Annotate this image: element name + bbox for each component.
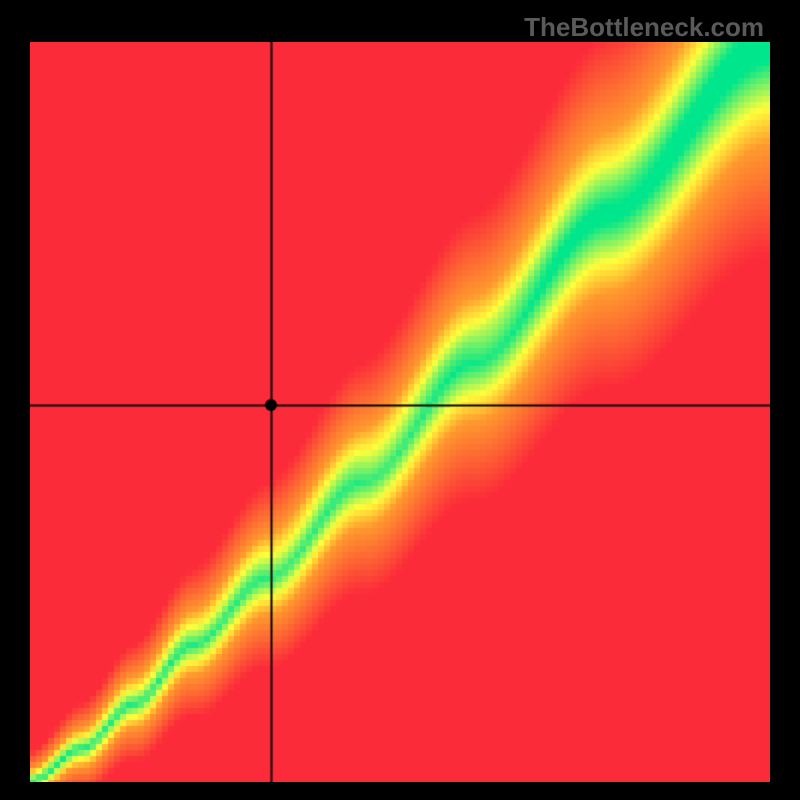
watermark: TheBottleneck.com xyxy=(524,12,764,43)
bottleneck-heatmap xyxy=(30,42,770,782)
